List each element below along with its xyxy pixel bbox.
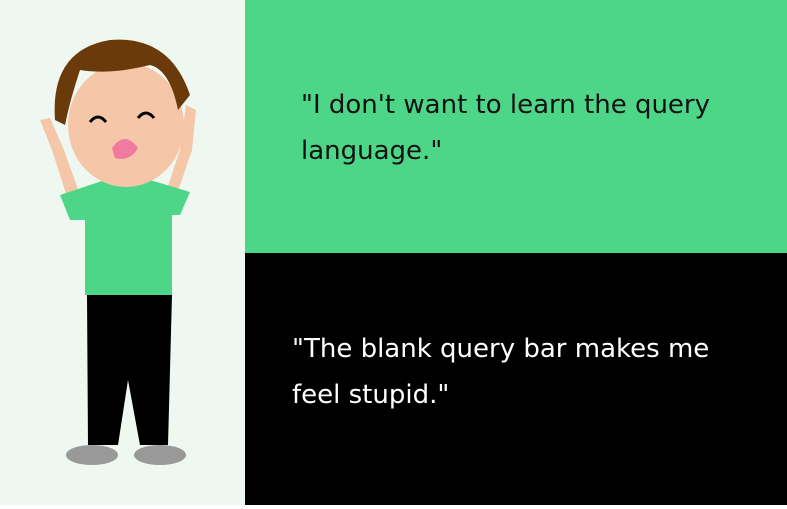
illustration-panel [0,0,245,505]
quote: "I don't want to learn the query languag… [301,90,711,166]
person-illustration [40,39,196,465]
quote: "The blank query bar makes me feel stupi… [292,334,710,410]
quote-panel: "I don't want to learn the query languag… [245,0,787,253]
quote-panel: "The blank query bar makes me feel stupi… [245,253,787,505]
